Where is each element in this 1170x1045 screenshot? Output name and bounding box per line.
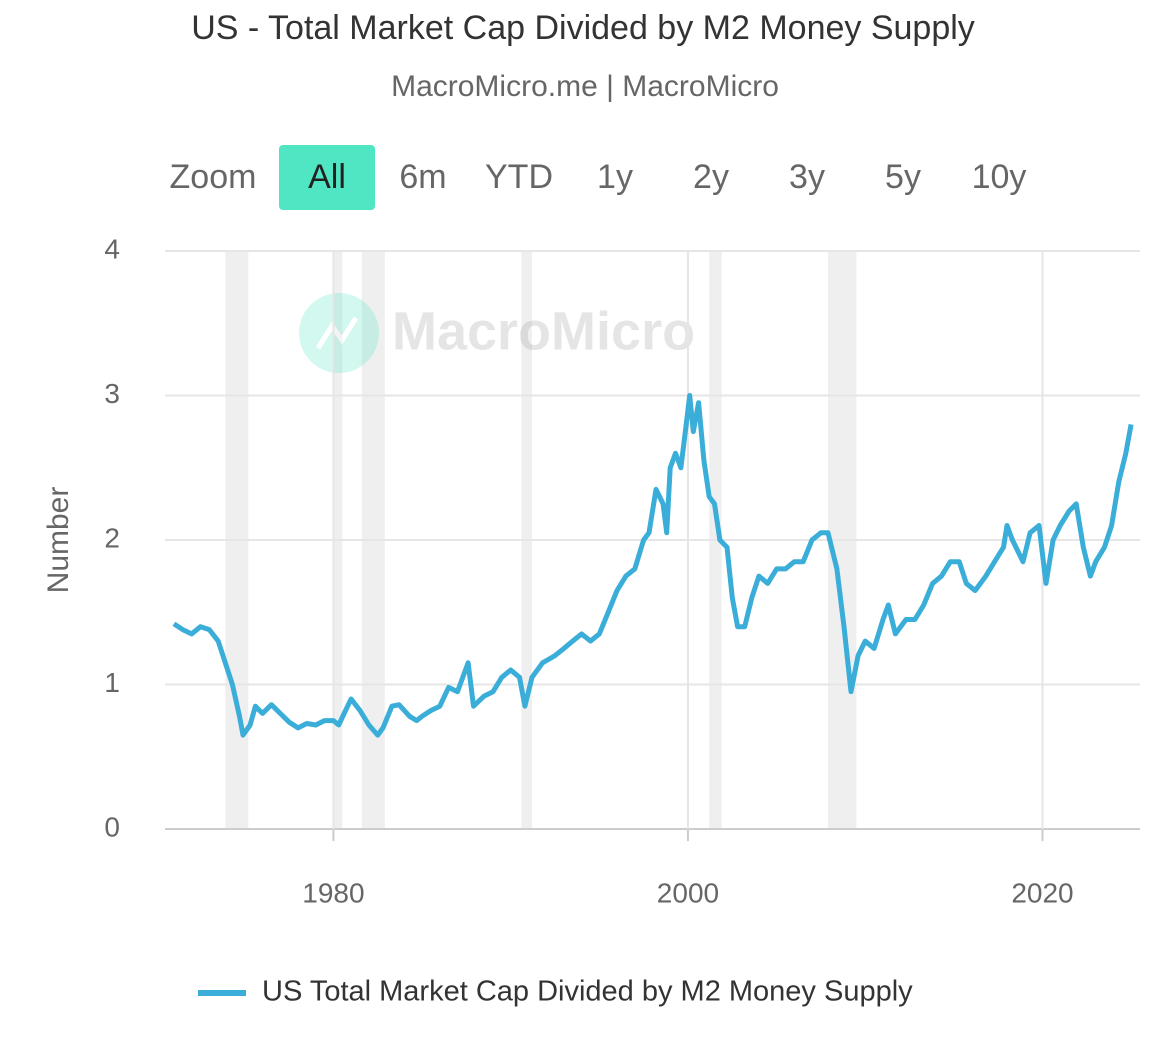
watermark-text: MacroMicro [392,301,695,361]
series-line [172,393,1134,738]
zoom-button-label: 1y [597,158,633,196]
y-tick-label: 1 [104,667,120,698]
zoom-button-label: YTD [485,158,553,196]
zoom-button[interactable]: YTD [485,158,553,196]
zoom-button[interactable]: 5y [885,158,921,196]
zoom-button-label: 5y [885,158,921,196]
chart-subtitle: MacroMicro.me | MacroMicro [391,70,779,103]
x-tick-label: 2000 [657,877,719,908]
zoom-button-bg [279,145,375,210]
zoom-button[interactable]: All [279,145,375,210]
watermark: MacroMicro [299,293,695,373]
zoom-button[interactable]: 6m [399,158,446,196]
zoom-label: Zoom [170,158,257,196]
zoom-button-label: 2y [693,158,729,196]
zoom-button-label: 6m [399,158,446,196]
watermark-logo [299,293,379,373]
zoom-button-label: 3y [789,158,825,196]
zoom-button[interactable]: 2y [693,158,729,196]
zoom-button-label: All [308,158,346,196]
zoom-button[interactable]: 3y [789,158,825,196]
y-tick-label: 2 [104,522,120,553]
y-tick-label: 4 [104,233,120,264]
x-tick-label: 2020 [1011,877,1073,908]
zoom-button[interactable]: 1y [597,158,633,196]
zoom-button[interactable]: 10y [972,158,1027,196]
chart-title: US - Total Market Cap Divided by M2 Mone… [191,9,975,47]
x-tick-label: 1980 [302,877,364,908]
y-tick-label: 3 [104,378,120,409]
y-axis-label: Number [42,487,75,594]
watermark-logo-mark [315,316,359,350]
legend-label: US Total Market Cap Divided by M2 Money … [262,976,913,1008]
legend-item[interactable]: US Total Market Cap Divided by M2 Money … [198,976,913,1008]
y-tick-label: 0 [104,811,120,842]
zoom-button-label: 10y [972,158,1027,196]
